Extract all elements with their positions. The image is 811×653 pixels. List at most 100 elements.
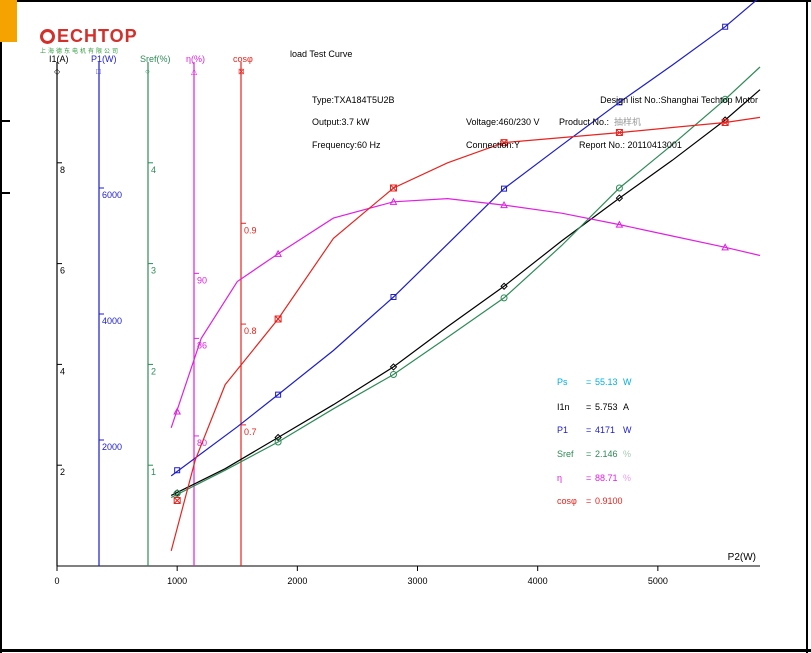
result-eq-1: =: [586, 402, 591, 412]
axis-cos-tick-label-1: 0.8: [244, 326, 257, 336]
axis-label-I1: I1(A): [49, 54, 69, 64]
series-I1-point-1: [274, 433, 282, 442]
axis-label-cos: cosφ: [233, 54, 253, 64]
info-output: Output:3.7 kW: [312, 117, 370, 127]
series-P1-point-3: [501, 185, 508, 192]
frame-right: [806, 0, 808, 653]
axis-I1-tick-label-2: 6: [60, 266, 65, 276]
series-Sref-point-4: [615, 184, 623, 192]
series-eta-point-4: [615, 220, 624, 228]
axis-I1-tick-label-0: 2: [60, 467, 65, 477]
series-Sref-point-2: [389, 370, 397, 378]
result-name-1: I1n: [557, 402, 570, 412]
x-tick-label-5: 5000: [648, 576, 668, 586]
series-eta-point-0: [173, 407, 182, 415]
axis-eta-tick-label-2: 90: [197, 275, 207, 285]
frame-top: [0, 0, 811, 2]
series-Sref-point-5: [721, 95, 729, 103]
series-I1-point-4: [615, 194, 624, 202]
series-P1-point-5: [722, 23, 729, 30]
info-product: Product No.:: [559, 117, 609, 127]
result-eq-0: =: [586, 377, 591, 387]
result-name-2: P1: [557, 425, 568, 435]
axis-marker-cos: ⊠: [238, 67, 245, 76]
series-P1-point-2: [390, 293, 397, 300]
result-value-0: 55.13: [595, 377, 618, 387]
axis-marker-I1: ◇: [54, 67, 61, 76]
series-eta-point-1: [274, 249, 282, 257]
orange-tab: [0, 0, 17, 42]
series-cos-line: [170, 116, 761, 552]
x-tick-label-4: 4000: [528, 576, 548, 586]
brand-subtitle: 上海德东电机有限公司: [40, 49, 121, 55]
result-name-3: Sref: [557, 449, 574, 459]
result-unit-2: W: [623, 425, 632, 435]
techtop-logo-icon: [40, 29, 55, 44]
axis-marker-eta: △: [191, 67, 198, 76]
axis-Sref-tick-label-1: 2: [151, 366, 156, 376]
axis-P1-tick-label-1: 4000: [102, 316, 122, 326]
axis-marker-Sref: ○: [145, 67, 150, 76]
info-frequency: Frequency:60 Hz: [312, 140, 381, 150]
axis-marker-P1: □: [96, 67, 101, 76]
info-report: Report No.: 20110413001: [579, 140, 682, 150]
axis-cos-tick-label-0: 0.7: [244, 427, 257, 437]
series-P1-point-1: [275, 391, 282, 398]
axis-label-Sref: Sref(%): [140, 54, 171, 64]
result-value-2: 4171: [595, 425, 615, 435]
frame-left-tick-1: [0, 120, 10, 122]
series-I1-line: [170, 89, 761, 496]
result-eq-4: =: [586, 473, 591, 483]
result-value-3: 2.146: [595, 449, 618, 459]
series-cos-point-4: [615, 129, 623, 137]
series-cos-point-0: [173, 496, 181, 504]
series-cos-point-5: [721, 118, 729, 126]
result-unit-4: %: [623, 473, 631, 483]
result-unit-1: A: [623, 402, 629, 412]
brand-name: ECHTOP: [57, 26, 138, 46]
axis-label-P1: P1(W): [91, 54, 117, 64]
result-name-0: Ps: [557, 377, 568, 387]
info-connection: Connection:Y: [466, 140, 520, 150]
series-P1-point-0: [174, 467, 181, 474]
series-Sref-point-1: [274, 438, 282, 446]
series-eta-point-5: [721, 243, 729, 251]
x-tick-label-3: 3000: [407, 576, 427, 586]
x-axis-label: P2(W): [728, 552, 756, 563]
result-unit-3: %: [623, 449, 631, 459]
info-design: Design list No.:Shanghai Techtop Motor: [600, 95, 758, 105]
result-name-5: cosφ: [557, 496, 577, 506]
series-Sref-point-3: [500, 294, 508, 302]
frame-left: [0, 0, 2, 653]
info-type: Type:TXA184T5U2B: [312, 95, 395, 105]
frame-left-tick-2: [0, 192, 10, 194]
axis-eta-tick-label-1: 86: [197, 340, 207, 350]
series-P1-point-4: [616, 99, 623, 106]
series-I1-point-3: [500, 282, 508, 290]
frame-bottom: [0, 649, 811, 652]
series-cos-point-1: [274, 315, 282, 323]
series-Sref-line: [170, 66, 761, 499]
x-tick-label-2: 2000: [287, 576, 307, 586]
result-value-4: 88.71: [595, 473, 618, 483]
x-tick-label-1: 1000: [167, 576, 187, 586]
series-cos-point-3: [500, 139, 508, 147]
info-voltage: Voltage:460/230 V: [466, 117, 540, 127]
axis-Sref-tick-label-0: 1: [151, 467, 156, 477]
series-I1-point-2: [389, 363, 398, 371]
result-name-4: η: [557, 473, 562, 483]
series-eta-line: [170, 197, 761, 428]
axis-P1-tick-label-2: 6000: [102, 190, 122, 200]
result-eq-2: =: [586, 425, 591, 435]
axis-Sref-tick-label-2: 3: [151, 266, 156, 276]
result-eq-5: =: [586, 496, 591, 506]
axis-label-eta: η(%): [186, 54, 205, 64]
result-value-1: 5.753: [595, 402, 618, 412]
series-eta-point-2: [389, 197, 398, 205]
chart-title: load Test Curve: [290, 49, 352, 59]
series-I1-point-0: [173, 489, 181, 497]
x-tick-label-0: 0: [54, 576, 59, 586]
result-eq-3: =: [586, 449, 591, 459]
